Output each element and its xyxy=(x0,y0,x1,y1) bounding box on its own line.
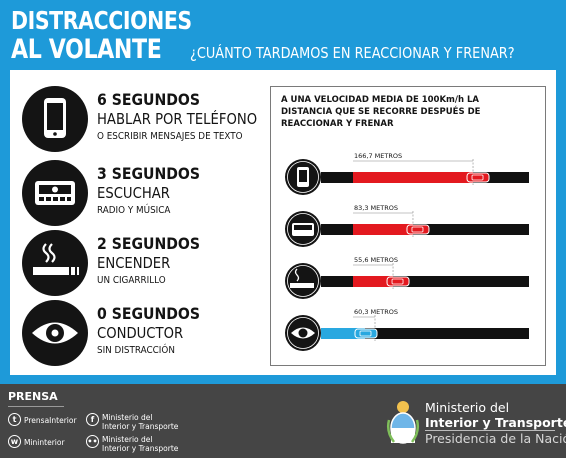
flickr-icon[interactable]: •• xyxy=(86,435,99,448)
twitter-icon[interactable]: t xyxy=(8,413,21,426)
twitter-link[interactable]: PrensaInterior xyxy=(24,416,77,425)
distance-bar xyxy=(353,172,474,183)
car-icon xyxy=(354,328,378,339)
header: DISTRACCIONES AL VOLANTE ¿CUÁNTO TARDAMO… xyxy=(0,0,566,70)
car-icon xyxy=(406,224,430,235)
title-line-1: DISTRACCIONES xyxy=(11,6,192,35)
action-label: ESCUCHAR xyxy=(97,184,170,202)
phone-screen xyxy=(299,170,307,182)
chart-box: A UNA VELOCIDAD MEDIA DE 100Km/h LA DIST… xyxy=(270,86,546,366)
distance-label: 166,7 METROS xyxy=(354,152,402,160)
flickr-line-2: Interior y Transporte xyxy=(102,444,179,453)
ministry-divider xyxy=(425,430,555,431)
prensa-label: PRENSA xyxy=(8,390,58,403)
radio-icon xyxy=(22,160,88,226)
detail-label: SIN DISTRACCIÓN xyxy=(97,345,175,356)
divider xyxy=(8,406,64,407)
distance-label: 60,3 METROS xyxy=(354,308,398,316)
eye-icon xyxy=(22,300,88,366)
facebook-line-2: Interior y Transporte xyxy=(102,422,179,431)
cigarette-glyph xyxy=(290,283,314,288)
ministry-line-2: Interior y Transporte xyxy=(425,415,566,430)
car-icon xyxy=(466,172,490,183)
chart-note: A UNA VELOCIDAD MEDIA DE 100Km/h LA DIST… xyxy=(281,95,481,129)
detail-label: O ESCRIBIR MENSAJES DE TEXTO xyxy=(97,131,243,142)
road-bar xyxy=(321,276,529,287)
distance-bar xyxy=(353,276,394,287)
distance-label: 83,3 METROS xyxy=(354,204,398,212)
detail-label: UN CIGARRILLO xyxy=(97,275,166,286)
icon-ring xyxy=(287,161,319,193)
title-line-2: AL VOLANTE xyxy=(11,34,162,65)
icon-ring xyxy=(287,213,319,245)
action-label: HABLAR POR TELÉFONO xyxy=(97,110,258,128)
distance-bar xyxy=(321,328,365,339)
action-label: CONDUCTOR xyxy=(97,324,184,342)
flickr-line-1: Ministerio del xyxy=(102,435,153,444)
flickr-link[interactable]: Ministerio del Interior y Transporte xyxy=(102,435,178,453)
seconds-label: 0 SEGUNDOS xyxy=(97,304,201,323)
car-window xyxy=(359,330,372,337)
cigarette-icon xyxy=(22,230,88,296)
road-bar xyxy=(321,328,529,339)
distance-label: 55,6 METROS xyxy=(354,256,398,264)
seconds-label: 3 SEGUNDOS xyxy=(97,164,201,183)
radio-display xyxy=(294,225,312,230)
seconds-label: 2 SEGUNDOS xyxy=(97,234,201,253)
car-icon xyxy=(386,276,410,287)
car-window xyxy=(471,174,484,181)
icon-ring xyxy=(287,317,319,349)
distance-bar xyxy=(353,224,413,235)
ministry-line-1: Ministerio del xyxy=(425,400,510,415)
ministry-line-3: Presidencia de la Nación xyxy=(425,431,566,446)
facebook-icon[interactable]: f xyxy=(86,413,99,426)
row-radio: 3 SEGUNDOS ESCUCHAR RADIO Y MÚSICA xyxy=(22,160,272,234)
row-eye: 0 SEGUNDOS CONDUCTOR SIN DISTRACCIÓN xyxy=(22,300,272,374)
footer: PRENSA t PrensaInterior w Mininterior f … xyxy=(0,384,566,458)
icon-ring xyxy=(287,265,319,297)
distance-chart: 166,7 METROS 83,3 METROS 55,6 METROS 60,3 M… xyxy=(285,152,529,351)
pupil-glyph xyxy=(298,328,308,338)
detail-label: RADIO Y MÚSICA xyxy=(97,205,171,216)
row-phone: 6 SEGUNDOS HABLAR POR TELÉFONO O ESCRIBI… xyxy=(22,86,272,160)
web-link[interactable]: Mininterior xyxy=(24,438,65,447)
phone-icon xyxy=(22,86,88,152)
row-cigarette: 2 SEGUNDOS ENCENDER UN CIGARRILLO xyxy=(22,230,272,304)
coat-of-arms-icon xyxy=(386,401,420,444)
subtitle: ¿CUÁNTO TARDAMOS EN REACCIONAR Y FRENAR? xyxy=(190,44,515,62)
cigarette-icon xyxy=(285,263,321,299)
facebook-link[interactable]: Ministerio del Interior y Transporte xyxy=(102,413,178,431)
web-icon[interactable]: w xyxy=(8,435,21,448)
facebook-line-1: Ministerio del xyxy=(102,413,153,422)
seconds-label: 6 SEGUNDOS xyxy=(97,90,201,109)
car-window xyxy=(391,278,404,285)
smoke-glyph xyxy=(294,268,300,282)
action-label: ENCENDER xyxy=(97,254,171,272)
car-window xyxy=(411,226,424,233)
